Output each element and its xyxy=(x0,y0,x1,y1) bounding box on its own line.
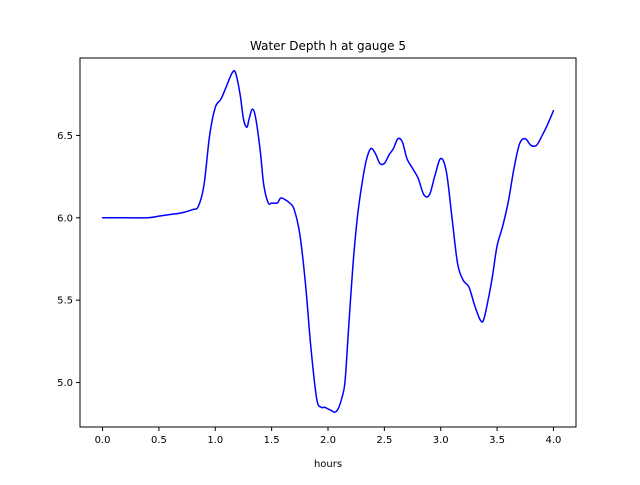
x-axis: 0.0 0.5 1.0 1.5 2.0 2.5 3.0 3.5 4.0 xyxy=(95,427,562,446)
y-tick-label: 6.5 xyxy=(57,131,73,142)
y-tick-label: 6.0 xyxy=(57,213,73,224)
x-tick-label: 3.0 xyxy=(433,435,449,446)
x-tick-label: 2.5 xyxy=(376,435,392,446)
y-tick-label: 5.0 xyxy=(57,378,73,389)
x-tick-label: 1.5 xyxy=(264,435,280,446)
x-tick-label: 2.0 xyxy=(320,435,336,446)
x-axis-label: hours xyxy=(314,459,342,470)
x-tick-label: 0.0 xyxy=(95,435,111,446)
series-line xyxy=(101,69,555,413)
y-axis: 5.0 5.5 6.0 6.5 xyxy=(57,131,80,389)
x-tick-label: 3.5 xyxy=(489,435,505,446)
chart-title: Water Depth h at gauge 5 xyxy=(250,39,406,53)
series-layer xyxy=(101,69,555,413)
x-tick-label: 1.0 xyxy=(207,435,223,446)
plot-frame xyxy=(79,57,577,428)
y-tick-label: 5.5 xyxy=(57,296,73,307)
x-tick-label: 0.5 xyxy=(151,435,167,446)
x-tick-label: 4.0 xyxy=(546,435,562,446)
